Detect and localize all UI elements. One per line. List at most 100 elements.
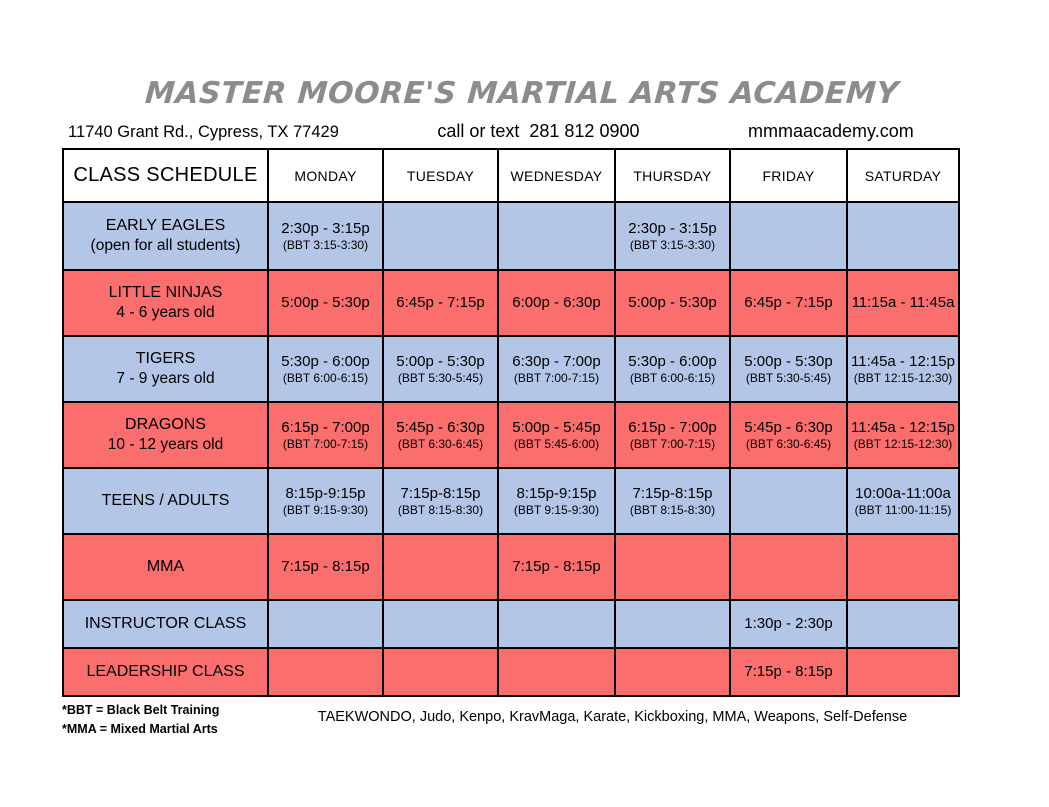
time-slot-cell: 5:45p - 6:30p (BBT 6:30-6:45) bbox=[382, 401, 499, 469]
bbt-time: (BBT 7:00-7:15) bbox=[282, 437, 369, 452]
footer: *BBT = Black Belt Training *MMA = Mixed … bbox=[62, 699, 958, 740]
class-name-cell: LITTLE NINJAS 4 - 6 years old bbox=[62, 269, 269, 337]
bbt-time: (BBT 6:00-6:15) bbox=[282, 371, 369, 386]
schedule-row: TIGERS 7 - 9 years old 5:30p - 6:00p (BBT 6… bbox=[62, 335, 960, 403]
website-link: mmmaacademy.com bbox=[748, 121, 914, 141]
time-slot-cell: 11:45a - 12:15p (BBT 12:15-12:30) bbox=[846, 335, 960, 403]
time-slot-cell bbox=[497, 201, 616, 271]
legend-notes: *BBT = Black Belt Training *MMA = Mixed … bbox=[62, 699, 267, 740]
header-thursday: THURSDAY bbox=[614, 148, 731, 203]
bbt-time: (BBT 9:15-9:30) bbox=[513, 503, 600, 518]
time-slot-cell: 11:45a - 12:15p (BBT 12:15-12:30) bbox=[846, 401, 960, 469]
class-name: MMA bbox=[146, 558, 185, 575]
bbt-time: (BBT 5:30-5:45) bbox=[745, 371, 832, 386]
class-name-cell: MMA bbox=[62, 533, 269, 601]
schedule-row: EARLY EAGLES (open for all students) 2:30p… bbox=[62, 201, 960, 271]
class-name: TEENS / ADULTS bbox=[101, 492, 230, 509]
class-time: 6:15p - 7:00p bbox=[281, 418, 370, 436]
time-slot-cell bbox=[267, 599, 384, 649]
schedule-row: LEADERSHIP CLASS 7:15p - 8:15p bbox=[62, 647, 960, 697]
class-time: 11:45a - 12:15p bbox=[851, 418, 955, 436]
class-subtitle: 4 - 6 years old bbox=[116, 304, 215, 322]
class-time: 5:30p - 6:00p bbox=[628, 352, 717, 370]
time-slot-cell bbox=[497, 647, 616, 697]
time-slot-cell: 10:00a-11:00a (BBT 11:00-11:15) bbox=[846, 467, 960, 535]
class-name-cell: DRAGONS 10 - 12 years old bbox=[62, 401, 269, 469]
class-time: 1:30p - 2:30p bbox=[744, 615, 833, 633]
time-slot-cell: 5:00p - 5:30p bbox=[614, 269, 731, 337]
time-slot-cell bbox=[729, 533, 848, 601]
class-time: 11:15a - 11:45a bbox=[851, 294, 955, 312]
class-time: 5:00p - 5:30p bbox=[396, 352, 485, 370]
class-name-cell: LEADERSHIP CLASS bbox=[62, 647, 269, 697]
schedule-row: DRAGONS 10 - 12 years old 6:15p - 7:00p (BB… bbox=[62, 401, 960, 469]
class-time: 2:30p - 3:15p bbox=[628, 219, 717, 237]
class-time: 6:15p - 7:00p bbox=[628, 418, 717, 436]
header-friday: FRIDAY bbox=[729, 148, 848, 203]
time-slot-cell bbox=[614, 599, 731, 649]
class-schedule-table: CLASS SCHEDULE MONDAY TUESDAY WEDNESDAY … bbox=[62, 148, 960, 697]
header-monday: MONDAY bbox=[267, 148, 384, 203]
class-name: EARLY EAGLES bbox=[105, 217, 226, 235]
class-time: 5:00p - 5:30p bbox=[744, 352, 833, 370]
class-time: 5:45p - 6:30p bbox=[744, 418, 833, 436]
header-class-schedule: CLASS SCHEDULE bbox=[62, 148, 269, 203]
header-saturday: SATURDAY bbox=[846, 148, 960, 203]
time-slot-cell bbox=[382, 647, 499, 697]
class-time: 5:45p - 6:30p bbox=[396, 418, 485, 436]
time-slot-cell: 7:15p - 8:15p bbox=[729, 647, 848, 697]
class-time: 5:00p - 5:30p bbox=[281, 294, 370, 312]
bbt-legend-note: *BBT = Black Belt Training bbox=[62, 703, 220, 717]
class-time: 7:15p - 8:15p bbox=[744, 663, 833, 681]
bbt-time: (BBT 12:15-12:30) bbox=[853, 371, 953, 386]
time-slot-cell: 1:30p - 2:30p bbox=[729, 599, 848, 649]
bbt-time: (BBT 8:15-8:30) bbox=[397, 503, 484, 518]
schedule-row: TEENS / ADULTS 8:15p-9:15p (BBT 9:15-9:30)… bbox=[62, 467, 960, 535]
time-slot-cell: 7:15p-8:15p (BBT 8:15-8:30) bbox=[382, 467, 499, 535]
bbt-time: (BBT 3:15-3:30) bbox=[282, 238, 369, 253]
bbt-time: (BBT 6:30-6:45) bbox=[745, 437, 832, 452]
class-time: 6:00p - 6:30p bbox=[512, 294, 601, 312]
class-time: 7:15p - 8:15p bbox=[512, 558, 601, 576]
bbt-time: (BBT 5:45-6:00) bbox=[513, 437, 600, 452]
time-slot-cell bbox=[846, 533, 960, 601]
class-name-cell: INSTRUCTOR CLASS bbox=[62, 599, 269, 649]
time-slot-cell: 7:15p - 8:15p bbox=[497, 533, 616, 601]
class-time: 7:15p-8:15p bbox=[400, 484, 481, 502]
phone-text: call or text 281 812 0900 bbox=[437, 121, 640, 141]
bbt-time: (BBT 6:30-6:45) bbox=[397, 437, 484, 452]
time-slot-cell bbox=[382, 599, 499, 649]
time-slot-cell: 2:30p - 3:15p (BBT 3:15-3:30) bbox=[267, 201, 384, 271]
header-row: CLASS SCHEDULE MONDAY TUESDAY WEDNESDAY … bbox=[62, 148, 960, 203]
time-slot-cell: 6:45p - 7:15p bbox=[729, 269, 848, 337]
schedule-row: MMA 7:15p - 8:15p 7:15p - 8:15p bbox=[62, 533, 960, 601]
time-slot-cell: 7:15p - 8:15p bbox=[267, 533, 384, 601]
bbt-time: (BBT 7:00-7:15) bbox=[629, 437, 716, 452]
header-tuesday: TUESDAY bbox=[382, 148, 499, 203]
disciplines-list: TAEKWONDO, Judo, Kenpo, KravMaga, Karate… bbox=[317, 709, 908, 725]
page-title: MASTER MOORE'S MARTIAL ARTS ACADEMY bbox=[143, 76, 900, 111]
class-subtitle: (open for all students) bbox=[90, 237, 241, 255]
class-name-cell: TIGERS 7 - 9 years old bbox=[62, 335, 269, 403]
time-slot-cell bbox=[614, 647, 731, 697]
bbt-time: (BBT 8:15-8:30) bbox=[629, 503, 716, 518]
time-slot-cell: 5:45p - 6:30p (BBT 6:30-6:45) bbox=[729, 401, 848, 469]
time-slot-cell bbox=[382, 533, 499, 601]
bbt-time: (BBT 7:00-7:15) bbox=[513, 371, 600, 386]
bbt-time: (BBT 6:00-6:15) bbox=[629, 371, 716, 386]
time-slot-cell: 6:45p - 7:15p bbox=[382, 269, 499, 337]
class-time: 5:00p - 5:30p bbox=[628, 294, 717, 312]
time-slot-cell: 6:30p - 7:00p (BBT 7:00-7:15) bbox=[497, 335, 616, 403]
time-slot-cell: 5:00p - 5:30p (BBT 5:30-5:45) bbox=[729, 335, 848, 403]
time-slot-cell: 8:15p-9:15p (BBT 9:15-9:30) bbox=[267, 467, 384, 535]
class-time: 5:30p - 6:00p bbox=[281, 352, 370, 370]
time-slot-cell: 5:00p - 5:30p bbox=[267, 269, 384, 337]
class-name-cell: TEENS / ADULTS bbox=[62, 467, 269, 535]
class-name-cell: EARLY EAGLES (open for all students) bbox=[62, 201, 269, 271]
time-slot-cell bbox=[382, 201, 499, 271]
class-time: 11:45a - 12:15p bbox=[851, 352, 955, 370]
mma-legend-note: *MMA = Mixed Martial Arts bbox=[62, 722, 218, 737]
class-subtitle: 7 - 9 years old bbox=[116, 370, 215, 388]
time-slot-cell: 7:15p-8:15p (BBT 8:15-8:30) bbox=[614, 467, 731, 535]
bbt-time: (BBT 5:30-5:45) bbox=[397, 371, 484, 386]
